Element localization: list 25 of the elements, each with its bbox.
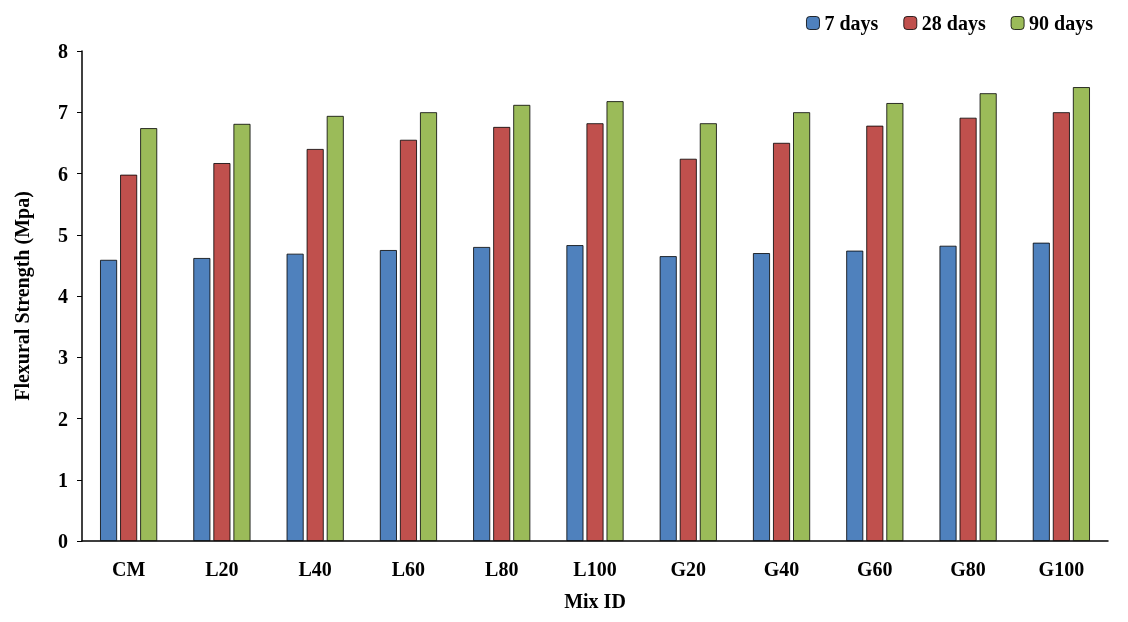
y-axis-title: Flexural Strength (Mpa): [11, 191, 34, 401]
x-tick-label: G40: [763, 558, 800, 580]
y-tick-label: 7: [58, 101, 68, 124]
x-tick-label: G100: [1038, 558, 1085, 580]
y-tick-label: 3: [58, 346, 68, 369]
legend-label: 90 days: [1029, 12, 1094, 35]
x-tick-label: G80: [950, 558, 986, 580]
x-tick-label: L100: [573, 558, 617, 580]
y-tick-label: 8: [58, 40, 68, 62]
y-tick-label: 4: [58, 285, 68, 307]
x-tick-label: CM: [111, 558, 146, 580]
y-tick-label: 1: [58, 468, 68, 491]
x-axis-title: Mix ID: [564, 590, 626, 612]
legend-label: 28 days: [921, 12, 986, 35]
x-tick-label: G20: [670, 558, 707, 580]
x-tick-label: L40: [298, 558, 332, 580]
x-tick-label: L60: [391, 558, 426, 580]
y-tick-label: 6: [58, 162, 68, 185]
x-tick-label: L80: [485, 558, 519, 580]
y-tick-label: 5: [58, 223, 68, 246]
y-tick-label: 0: [58, 530, 68, 552]
x-tick-label: G60: [857, 558, 893, 580]
x-tick-label: L20: [205, 558, 239, 580]
y-tick-label: 2: [58, 407, 68, 430]
legend-label: 7 days: [824, 12, 879, 35]
